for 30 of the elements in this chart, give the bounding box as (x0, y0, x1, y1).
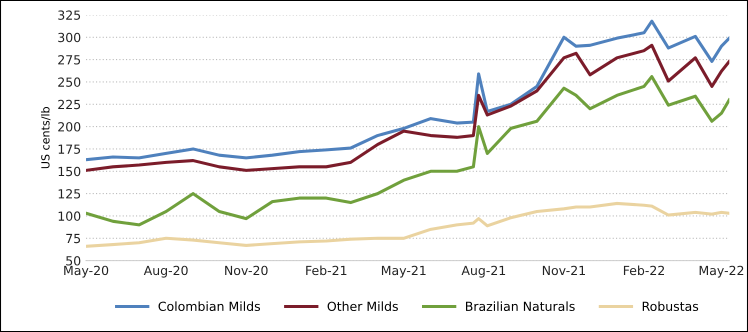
y-axis-title: US cents/lb (40, 107, 50, 168)
y-tick-label: 100 (58, 211, 80, 221)
y-tick-label: 275 (58, 55, 80, 65)
x-tick-label: Nov-20 (225, 266, 268, 276)
y-tick-label: 50 (66, 256, 80, 266)
y-tick-label: 175 (58, 144, 80, 154)
legend-label: Colombian Milds (158, 301, 260, 312)
x-tick-label: Nov-21 (542, 266, 585, 276)
line-series (86, 20, 730, 162)
line-series (86, 44, 730, 172)
x-tick-label: Aug-20 (144, 266, 188, 278)
legend-label: Brazilian Naturals (466, 301, 575, 312)
y-tick-label: 325 (58, 10, 80, 20)
y-tick-label: 300 (58, 32, 80, 42)
x-tick-label: May-21 (382, 266, 426, 278)
y-tick-label: 250 (58, 77, 80, 87)
x-tick-label: May-20 (64, 266, 108, 278)
y-tick-label: 150 (58, 166, 80, 176)
x-tick-label: Feb-22 (624, 265, 664, 276)
y-tick-label: 125 (58, 189, 80, 199)
line-series (86, 75, 730, 226)
y-tick-label: 200 (58, 122, 80, 132)
y-tick-label: 75 (66, 234, 80, 244)
legend-label: Other Milds (328, 301, 398, 312)
x-tick-label: Feb-21 (306, 265, 346, 276)
x-tick-label: Aug-21 (462, 266, 506, 278)
line-series (86, 202, 730, 248)
legend-label: Robustas (642, 301, 698, 312)
x-tick-label: May-22 (700, 266, 744, 278)
y-tick-label: 225 (58, 100, 80, 110)
